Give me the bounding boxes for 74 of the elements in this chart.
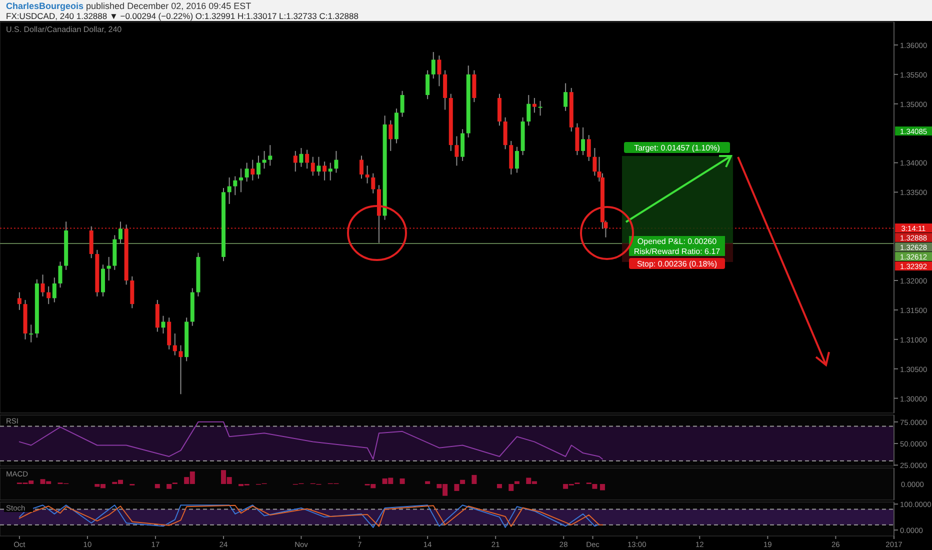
candlestick: [130, 276, 134, 309]
candlestick: [497, 93, 502, 126]
candlestick: [454, 136, 459, 166]
candlestick: [426, 70, 430, 100]
candlestick: [172, 333, 177, 356]
annotation: Target: 0.01457 (1.10%): [634, 144, 720, 152]
annotation: Stop: 0.00236 (0.18%): [636, 260, 718, 268]
annotation: Opened P&L: 0.00260: [637, 237, 718, 246]
candlestick: [305, 149, 310, 170]
candlestick: [233, 176, 238, 196]
candlestick: [178, 344, 183, 395]
candlestick: [532, 97, 536, 114]
candlestick: [437, 55, 442, 87]
candlestick: [101, 264, 106, 297]
candlestick: [443, 70, 448, 110]
candlestick: [238, 168, 243, 193]
candlestick: [58, 261, 62, 288]
candlestick: [514, 146, 519, 174]
candlestick: [592, 148, 597, 176]
candlestick: [155, 299, 160, 332]
candlestick: [581, 126, 586, 156]
candlestick: [46, 286, 51, 305]
candlestick: [310, 156, 315, 176]
bar: [460, 480, 466, 484]
candlestick: [161, 315, 166, 334]
bar: [425, 481, 430, 484]
candlestick: [89, 226, 94, 259]
candlestick: [334, 150, 338, 174]
bar: [154, 484, 160, 488]
candlestick: [460, 128, 465, 162]
candlestick: [52, 277, 56, 303]
candlestick: [431, 52, 436, 80]
candlestick: [365, 165, 370, 184]
bar: [600, 484, 605, 490]
candlestick: [586, 134, 591, 162]
candlestick: [359, 155, 364, 180]
candlestick: [40, 274, 45, 297]
candlestick: [388, 120, 393, 152]
candlestick: [250, 159, 255, 181]
candlestick: [293, 150, 298, 172]
line-series: [18, 421, 603, 460]
candlestick: [322, 161, 327, 181]
bar: [454, 484, 460, 491]
bar: [514, 481, 520, 484]
bar: [496, 484, 502, 488]
bar: [166, 484, 172, 489]
bar: [472, 474, 477, 484]
candlestick: [575, 122, 580, 156]
chart-subtitle: FX:USDCAD, 240 1.32888 ▼ −0.00294 (−0.22%) O:1.32991 H:1.33017 L:1.32733 C:1.32888: [6, 11, 359, 21]
bar: [592, 484, 598, 489]
candlestick: [17, 292, 22, 310]
chart-title: CharlesBourgeois published December 02, 2016 09:45 EST: [6, 1, 252, 11]
annotation: U.S. Dollar/Canadian Dollar, 240: [6, 25, 122, 34]
candlestick: [509, 140, 514, 176]
bar: [508, 484, 514, 491]
candlestick: [472, 70, 476, 103]
candlestick: [503, 116, 508, 150]
candlestick: [538, 100, 542, 116]
candlestick: [227, 176, 232, 204]
candlestick: [29, 324, 34, 343]
candlestick: [299, 148, 304, 168]
candlestick: [244, 162, 249, 182]
bar: [400, 478, 405, 484]
candlestick: [256, 155, 260, 180]
candlestick: [167, 317, 172, 350]
candlestick: [316, 156, 321, 176]
candlestick: [526, 94, 531, 126]
candlestick: [328, 162, 332, 181]
candlestick: [371, 172, 376, 194]
candlestick: [400, 90, 404, 118]
annotation: Risk/Reward Ratio: 6.17: [634, 247, 721, 256]
candlestick: [268, 144, 272, 166]
candlestick: [564, 82, 568, 112]
candlestick: [118, 221, 122, 244]
